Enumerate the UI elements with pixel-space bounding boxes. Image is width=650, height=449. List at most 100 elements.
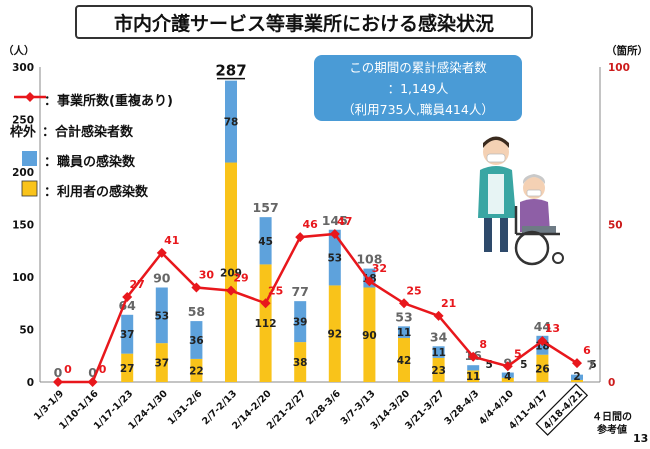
site-count-label: 0 (64, 363, 72, 376)
staff-bar (501, 372, 514, 378)
user-bar (398, 337, 410, 382)
site-count-label: 32 (372, 262, 387, 275)
right-tick-label: 50 (608, 220, 623, 232)
x-tick-label: 3/28-4/3 (442, 388, 481, 427)
staff-value-label: 36 (189, 335, 204, 347)
left-axis-title: （人） (3, 45, 35, 57)
site-count-label: 6 (583, 344, 591, 357)
staff-value-label: 45 (258, 236, 273, 248)
user-value-label: 27 (120, 363, 135, 375)
user-value-label: 38 (293, 357, 308, 369)
x-tick-label: 2/28-3/6 (304, 388, 343, 427)
site-count-line (58, 232, 578, 384)
right-axis-title: （箇所） (606, 45, 648, 57)
reference-note: ４日間の 参考値 (592, 411, 632, 437)
site-count-point (364, 276, 375, 287)
user-value-label: 22 (189, 365, 204, 377)
right-tick-label: 0 (608, 377, 615, 389)
staff-bar (190, 321, 203, 359)
user-bar (571, 379, 583, 382)
total-value-label: 0 (54, 365, 63, 380)
staff-bar (121, 314, 134, 354)
legend-staff-swatch (22, 151, 37, 166)
user-value-label: 37 (154, 358, 169, 370)
user-bar (259, 264, 272, 382)
left-tick-label: 0 (27, 377, 34, 389)
site-count-label: 25 (268, 284, 283, 297)
site-count-point (156, 247, 167, 258)
legend-total-prefix: 枠外 (10, 125, 37, 140)
staff-value-label: 53 (154, 310, 169, 322)
caregiver-illustration-icon (478, 136, 564, 266)
site-count-point (468, 351, 479, 362)
site-count-point (260, 298, 271, 309)
user-bar (294, 342, 307, 382)
staff-bar (294, 301, 307, 343)
total-value-label: 44 (534, 319, 552, 334)
site-count-point (537, 336, 548, 347)
site-count-label: 0 (99, 363, 107, 376)
user-bar (155, 343, 168, 382)
total-value-label: 157 (253, 200, 279, 215)
user-value-label: 11 (466, 371, 481, 383)
legend-user-label: ：利用者の感染数 (44, 185, 149, 200)
user-value-label: 92 (327, 329, 342, 341)
site-count-point (53, 377, 63, 387)
staff-bar (328, 229, 341, 286)
site-count-point (433, 310, 444, 321)
staff-value-label: 53 (327, 253, 342, 265)
site-count-point (295, 232, 306, 243)
user-value-label: 42 (397, 355, 412, 367)
user-bar (363, 287, 376, 382)
legend-total-label: ：合計感染者数 (42, 125, 134, 140)
total-value-label: 77 (291, 284, 308, 299)
staff-value-label: 5 (589, 359, 596, 371)
user-value-label: 4 (504, 371, 511, 383)
total-value-label: 58 (188, 304, 205, 319)
staff-bar (571, 374, 583, 380)
left-tick-label: 100 (12, 272, 34, 284)
total-box-line1: この期間の累計感染者数 (349, 60, 487, 75)
site-count-point (502, 361, 513, 372)
user-value-label: 23 (431, 365, 446, 377)
staff-bar (467, 365, 480, 371)
staff-bar (155, 287, 168, 344)
site-count-label: 13 (545, 322, 560, 335)
left-tick-label: 300 (12, 62, 34, 74)
site-count-label: 46 (303, 218, 319, 231)
page-number: 13 (633, 432, 649, 445)
left-tick-label: 150 (12, 220, 34, 232)
note-line1: ４日間の (592, 412, 632, 423)
site-count-point (226, 285, 236, 296)
total-value-label: 90 (153, 271, 171, 286)
legend-staff-label: ：職員の感染数 (44, 155, 136, 170)
cumulative-total-box: この期間の累計感染者数 ：1,149人 （利用735人,職員414人） (314, 55, 522, 121)
user-bar (225, 162, 237, 382)
staff-value-label: 39 (293, 317, 308, 329)
site-count-label: 47 (337, 215, 352, 228)
staff-bar (398, 326, 410, 338)
total-value-label: 145 (322, 213, 348, 228)
legend-line-marker (25, 92, 35, 102)
right-tick-label: 100 (608, 62, 630, 74)
x-tick-label: 1/3-1/9 (32, 388, 66, 422)
note-line2: 参考値 (597, 425, 627, 436)
staff-value-label: 5 (486, 359, 493, 371)
total-value-label: 7 (587, 358, 596, 373)
staff-value-label: 37 (120, 329, 135, 341)
legend-line-label: ：事業所数(重複あり) (44, 94, 173, 109)
left-tick-label: 250 (12, 115, 34, 127)
total-box-line2: ：1,149人 (387, 81, 449, 96)
site-count-label: 8 (479, 338, 487, 351)
chart-title: 市内介護サービス等事業所における感染状況 (75, 5, 533, 39)
site-count-label: 5 (514, 347, 522, 360)
site-count-label: 41 (164, 234, 179, 247)
user-value-label: 26 (535, 363, 550, 375)
left-tick-label: 50 (19, 325, 34, 337)
total-value-label: 108 (356, 252, 382, 267)
staff-value-label: 5 (520, 359, 527, 371)
left-tick-label: 200 (12, 167, 34, 179)
site-count-point (191, 282, 202, 293)
user-bar (467, 370, 480, 382)
